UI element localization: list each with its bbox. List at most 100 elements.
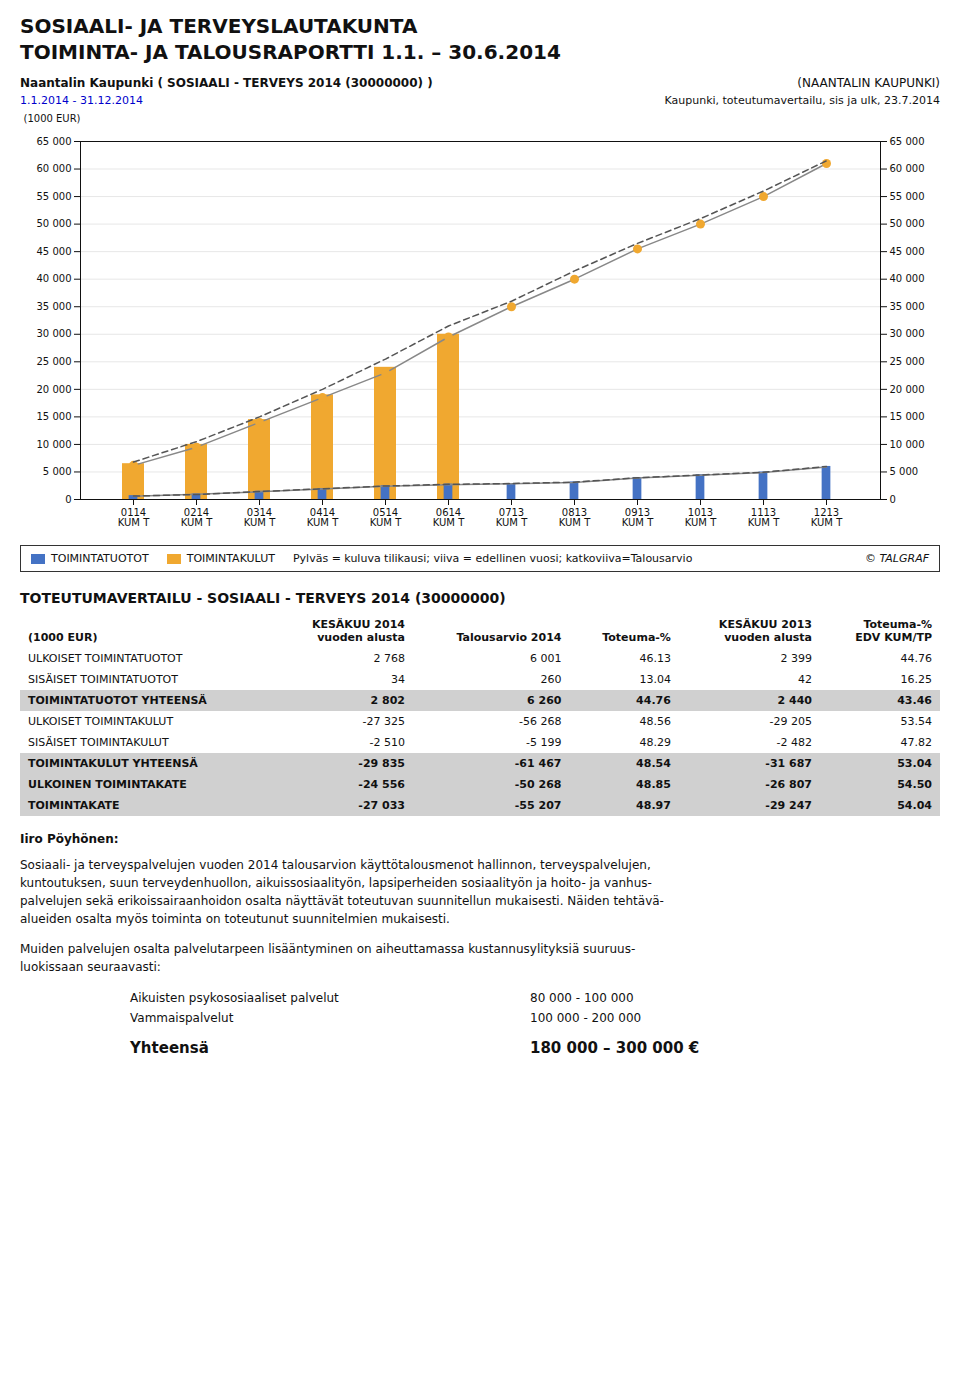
html-text:80 000 - 100 000: 80 000 - 100 000 — [530, 991, 634, 1005]
html-text:2 768: 2 768 — [373, 652, 405, 665]
html-text:ULKOISET TOIMINTATUOTOT: ULKOISET TOIMINTATUOTOT — [28, 652, 183, 665]
html-text:SOSIAALI- JA TERVEYSLAUTAKUNTA: SOSIAALI- JA TERVEYSLAUTAKUNTA — [20, 14, 418, 38]
html-text:-2 510: -2 510 — [369, 736, 405, 749]
html-text:TOIMINTATUOTOT YHTEENSÄ: TOIMINTATUOTOT YHTEENSÄ — [28, 694, 207, 707]
html-text:(NAANTALIN KAUPUNKI): (NAANTALIN KAUPUNKI) — [797, 76, 940, 90]
html-text:alueiden osalta myös toiminta: alueiden osalta myös toiminta on toteutu… — [20, 912, 450, 926]
html-text:-56 268: -56 268 — [519, 715, 562, 728]
html-text:48.29: 48.29 — [639, 736, 671, 749]
svg-text:40 000: 40 000 — [37, 273, 72, 284]
svg-text:0114KUM T: 0114KUM T — [118, 507, 150, 528]
svg-text:10 000: 10 000 — [890, 439, 925, 450]
html-text:1.1.2014 - 31.12.2014: 1.1.2014 - 31.12.2014 — [20, 94, 143, 107]
svg-text:0: 0 — [65, 494, 71, 505]
svg-text:0514KUM T: 0514KUM T — [370, 507, 402, 528]
html-text:260: 260 — [540, 673, 562, 686]
svg-text:0: 0 — [890, 494, 896, 505]
svg-text:25 000: 25 000 — [890, 356, 925, 367]
html-text:Yhteensä: Yhteensä — [130, 1039, 209, 1057]
html-text:-27 325: -27 325 — [362, 715, 405, 728]
svg-text:65 000: 65 000 — [37, 136, 72, 147]
html-text:Iiro Pöyhönen:: Iiro Pöyhönen: — [20, 832, 119, 846]
html-text:Sosiaali- ja terveyspalvelujen: Sosiaali- ja terveyspalvelujen vuoden 20… — [20, 858, 651, 872]
svg-text:35 000: 35 000 — [37, 301, 72, 312]
html-text:ULKOISET TOIMINTAKULUT: ULKOISET TOIMINTAKULUT — [28, 715, 174, 728]
html-text:kuntoutuksen, suun terveydenhu: kuntoutuksen, suun terveydenhuollon, aik… — [20, 876, 652, 890]
html-text:2 399: 2 399 — [780, 652, 812, 665]
html-text:6 260: 6 260 — [527, 694, 562, 707]
html-text:SISÄISET TOIMINTATUOTOT: SISÄISET TOIMINTATUOTOT — [28, 673, 178, 686]
svg-text:0713KUM T: 0713KUM T — [496, 507, 528, 528]
svg-text:1113KUM T: 1113KUM T — [748, 507, 780, 528]
html-text:TOIMINTAKULUT: TOIMINTAKULUT — [186, 552, 275, 565]
svg-text:55 000: 55 000 — [890, 191, 925, 202]
html-text:Vammaispalvelut: Vammaispalvelut — [130, 1011, 234, 1025]
svg-text:60 000: 60 000 — [37, 163, 72, 174]
html-text:palvelujen sekä erikoissairaan: palvelujen sekä erikoissairaanhoidon osa… — [20, 894, 664, 908]
svg-text:20 000: 20 000 — [37, 384, 72, 395]
svg-text:30 000: 30 000 — [890, 328, 925, 339]
svg-text:0913KUM T: 0913KUM T — [622, 507, 654, 528]
html-text:Pylväs = kuluva tilikausi; vii: Pylväs = kuluva tilikausi; viiva = edell… — [293, 552, 693, 565]
svg-text:0813KUM T: 0813KUM T — [559, 507, 591, 528]
svg-text:5 000: 5 000 — [890, 466, 919, 477]
html-text:53.54: 53.54 — [900, 715, 932, 728]
html-text:Toteuma-%: Toteuma-% — [602, 631, 671, 644]
html-text:TOIMINTATUOTOT: TOIMINTATUOTOT — [51, 552, 149, 565]
svg-text:50 000: 50 000 — [37, 218, 72, 229]
html-text:6 001: 6 001 — [530, 652, 562, 665]
html-text:Naantalin Kaupunki ( SOSIAALI: Naantalin Kaupunki ( SOSIAALI - TERVEYS … — [20, 76, 433, 90]
html-text:TOTEUTUMAVERTAILU - SOSIAALI -: TOTEUTUMAVERTAILU - SOSIAALI - TERVEYS 2… — [20, 590, 506, 606]
html-text:44.76: 44.76 — [636, 694, 671, 707]
svg-text:0614KUM T: 0614KUM T — [433, 507, 465, 528]
svg-text:15 000: 15 000 — [890, 411, 925, 422]
svg-text:45 000: 45 000 — [890, 246, 925, 257]
html-text:16.25: 16.25 — [900, 673, 932, 686]
html-text:2 440: 2 440 — [777, 694, 812, 707]
html-text:luokissaan seuraavasti:: luokissaan seuraavasti: — [20, 960, 161, 974]
svg-text:55 000: 55 000 — [37, 191, 72, 202]
svg-text:45 000: 45 000 — [37, 246, 72, 257]
html-text:-29 205: -29 205 — [769, 715, 812, 728]
html-text:44.76: 44.76 — [900, 652, 932, 665]
html-text:48.56: 48.56 — [639, 715, 671, 728]
svg-text:15 000: 15 000 — [37, 411, 72, 422]
html-text:KESÄKUU 2013 vuoden alusta: KESÄKUU 2013 vuoden alusta — [718, 618, 812, 644]
svg-text:0214KUM T: 0214KUM T — [181, 507, 213, 528]
svg-text:35 000: 35 000 — [890, 301, 925, 312]
html-text:(1000 EUR): (1000 EUR) — [28, 631, 98, 644]
html-text:TOIMINTA- JA TALOUSRAPORTTI 1.: TOIMINTA- JA TALOUSRAPORTTI 1.1. – 30.6.… — [20, 40, 561, 64]
html-text:13.04: 13.04 — [639, 673, 671, 686]
svg-text:0414KUM T: 0414KUM T — [307, 507, 339, 528]
html-text:180 000 – 300 000 €: 180 000 – 300 000 € — [530, 1039, 700, 1057]
svg-text:50 000: 50 000 — [890, 218, 925, 229]
html-text:100 000 - 200 000: 100 000 - 200 000 — [530, 1011, 642, 1025]
svg-text:20 000: 20 000 — [890, 384, 925, 395]
html-text:2 802: 2 802 — [370, 694, 405, 707]
svg-text:25 000: 25 000 — [37, 356, 72, 367]
svg-text:(1000 EUR): (1000 EUR) — [24, 113, 81, 124]
html-text:Aikuisten psykososiaaliset pal: Aikuisten psykososiaaliset palvelut — [130, 991, 339, 1005]
html-text:43.46: 43.46 — [897, 694, 932, 707]
svg-text:10 000: 10 000 — [37, 439, 72, 450]
svg-text:0314KUM T: 0314KUM T — [244, 507, 276, 528]
html-text:-5 199: -5 199 — [526, 736, 562, 749]
svg-text:1213KUM T: 1213KUM T — [811, 507, 843, 528]
svg-text:40 000: 40 000 — [890, 273, 925, 284]
html-text:KESÄKUU 2014 vuoden alusta: KESÄKUU 2014 vuoden alusta — [311, 618, 405, 644]
svg-text:60 000: 60 000 — [890, 163, 925, 174]
html-text:Muiden palvelujen osalta palve: Muiden palvelujen osalta palvelutarpeen … — [20, 942, 636, 956]
svg-text:30 000: 30 000 — [37, 328, 72, 339]
html-text:34: 34 — [391, 673, 405, 686]
html-text:42: 42 — [798, 673, 812, 686]
svg-text:5 000: 5 000 — [43, 466, 72, 477]
html-text:Kaupunki, toteutumavertailu, s: Kaupunki, toteutumavertailu, sis ja ulk,… — [664, 94, 940, 107]
html-text:Toteuma-% EDV KUM/TP: Toteuma-% EDV KUM/TP — [855, 618, 932, 644]
html-text:Talousarvio 2014: Talousarvio 2014 — [456, 631, 562, 644]
svg-text:65 000: 65 000 — [890, 136, 925, 147]
html-text:© TALGRAF: © TALGRAF — [865, 552, 929, 565]
html-text:46.13: 46.13 — [639, 652, 671, 665]
html-text:SISÄISET TOIMINTAKULUT: SISÄISET TOIMINTAKULUT — [28, 736, 169, 749]
svg-text:1013KUM T: 1013KUM T — [685, 507, 717, 528]
html-text:-2 482: -2 482 — [776, 736, 812, 749]
